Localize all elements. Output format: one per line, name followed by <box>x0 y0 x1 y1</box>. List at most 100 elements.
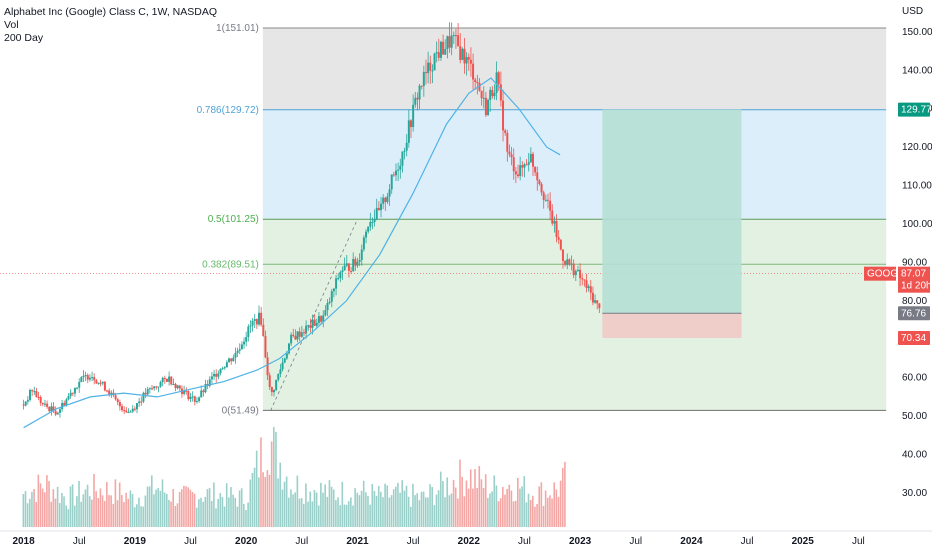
candle-body <box>382 197 385 204</box>
volume-bar <box>195 507 198 527</box>
candle-body <box>292 334 295 337</box>
volume-bar <box>76 496 78 527</box>
candle-body <box>273 389 275 393</box>
volume-bar <box>287 497 290 527</box>
candle-body <box>581 278 584 280</box>
volume-bar <box>283 481 286 527</box>
candle-body <box>43 403 46 405</box>
volume-bar <box>253 467 256 527</box>
chart-legend: Alphabet Inc (Google) Class C, 1W, NASDA… <box>4 6 217 45</box>
candle-body <box>54 410 57 415</box>
volume-bar <box>499 498 502 527</box>
candle-body <box>245 337 248 342</box>
volume-bar <box>116 500 119 527</box>
x-tick-label: Jul <box>629 536 642 547</box>
candle-body <box>352 258 355 272</box>
candle-body <box>202 390 205 393</box>
candle-body <box>399 165 402 170</box>
candle-body <box>512 157 515 172</box>
candle-body <box>33 391 36 393</box>
candle-body <box>277 374 280 380</box>
volume-bar <box>506 488 508 527</box>
volume-bar <box>467 488 470 527</box>
volume-bar <box>326 496 329 527</box>
volume-bar <box>103 500 106 527</box>
volume-bar <box>78 480 80 527</box>
candle-body <box>249 325 252 327</box>
candle-body <box>108 390 111 396</box>
candle-body <box>165 379 168 382</box>
volume-bar <box>140 506 142 527</box>
candle-body <box>185 390 188 392</box>
volume-bar <box>275 431 277 527</box>
candle-body <box>461 48 464 60</box>
volume-bar <box>461 476 463 527</box>
y-tick-label: 60.00 <box>902 373 927 384</box>
candle-body <box>146 389 149 395</box>
position-loss-zone[interactable] <box>602 313 742 338</box>
candle-body <box>568 259 571 265</box>
volume-bar <box>365 492 367 527</box>
volume-bar <box>221 497 224 527</box>
fib-label-1: 0.786(129.72) <box>197 105 259 116</box>
candle-body <box>294 336 297 340</box>
candle-body <box>61 402 64 410</box>
volume-bar <box>266 470 269 527</box>
volume-bar <box>371 483 374 527</box>
volume-bar <box>88 496 91 527</box>
volume-bar <box>459 459 461 527</box>
candle-body <box>362 237 365 250</box>
x-tick-label: 2020 <box>235 536 258 547</box>
candle-body <box>24 401 27 406</box>
fib-label-0: 1(151.01) <box>216 23 259 34</box>
volume-bar <box>110 495 112 527</box>
candle-body <box>281 362 284 370</box>
x-tick-label: Jul <box>73 536 86 547</box>
candle-body <box>506 132 509 152</box>
candle-body <box>142 392 145 402</box>
candle-body <box>268 375 271 388</box>
volume-bar <box>56 486 59 527</box>
position-profit-zone[interactable] <box>602 109 742 314</box>
candle-body <box>480 90 483 99</box>
volume-bar <box>427 497 429 527</box>
candle-body <box>328 301 331 304</box>
candle-body <box>253 319 256 321</box>
candle-body <box>566 259 569 265</box>
volume-bar <box>324 484 326 527</box>
candle-body <box>598 303 601 309</box>
candle-body <box>386 196 389 203</box>
candle-body <box>570 263 573 265</box>
fib-label-4: 0(51.49) <box>222 405 259 416</box>
volume-bar <box>480 479 483 527</box>
candle-body <box>302 332 305 334</box>
volume-bar <box>362 480 365 527</box>
candle-body <box>193 396 196 402</box>
volume-bar <box>157 487 160 527</box>
candle-body <box>427 62 430 74</box>
candle-body <box>324 310 327 316</box>
volume-bar <box>168 499 170 527</box>
candle-body <box>534 166 537 173</box>
x-tick-label: 2023 <box>569 536 592 547</box>
candle-body <box>369 222 372 227</box>
volume-bar <box>352 505 354 527</box>
y-tick-label: 120.00 <box>902 142 932 153</box>
volume-bar <box>337 497 339 527</box>
volume-bar <box>163 492 166 527</box>
candle-body <box>287 343 290 354</box>
volume-bar <box>270 441 273 527</box>
volume-bar <box>367 495 369 527</box>
candle-body <box>118 402 121 407</box>
candle-body <box>322 315 325 322</box>
ma-200-line <box>23 77 561 429</box>
candle-body <box>437 52 440 58</box>
candle-body <box>536 172 539 181</box>
volume-bar <box>200 497 202 527</box>
x-tick-label: 2024 <box>680 536 703 547</box>
candle-body <box>200 390 203 398</box>
candle-body <box>80 377 83 383</box>
volume-bar <box>414 495 416 527</box>
volume-bar <box>305 483 307 527</box>
